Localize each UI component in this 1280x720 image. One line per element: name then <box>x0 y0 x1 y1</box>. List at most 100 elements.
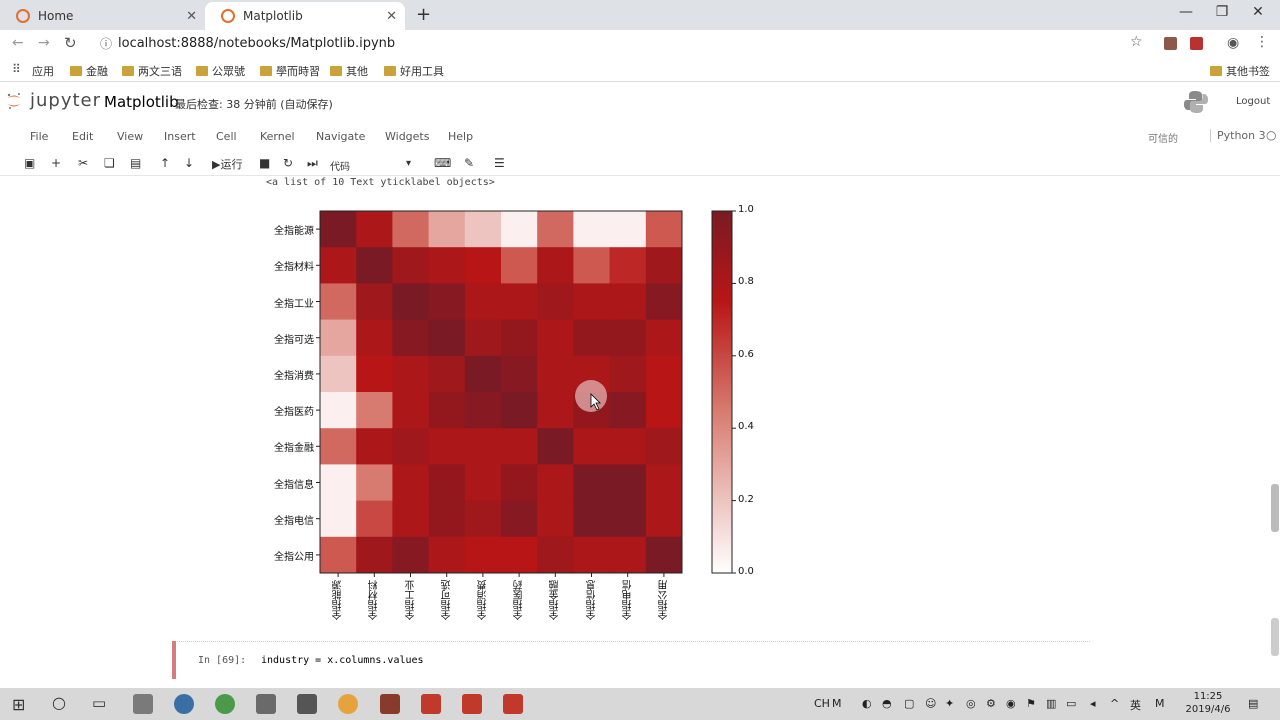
minimize-icon[interactable]: — <box>1179 4 1193 20</box>
edge-browser-icon[interactable] <box>174 694 194 714</box>
reload-icon[interactable]: ↻ <box>64 34 77 52</box>
bookmark-folder[interactable]: 好用工具 <box>384 63 444 79</box>
file-explorer-icon[interactable] <box>133 694 153 714</box>
tray-icon[interactable]: ▢ <box>904 697 915 710</box>
close-icon[interactable]: ✕ <box>386 8 397 24</box>
menu-icon[interactable]: ⋮ <box>1255 34 1269 50</box>
search-icon[interactable]: ○ <box>52 693 66 712</box>
profile-icon[interactable]: ◉ <box>1227 35 1240 51</box>
bookmark-apps[interactable]: 应用 <box>32 65 54 78</box>
move-up-icon[interactable]: ↑ <box>160 156 171 170</box>
apps-icon[interactable]: ⠿ <box>12 62 21 76</box>
menu-help[interactable]: Help <box>448 130 474 143</box>
menu-cell[interactable]: Cell <box>216 130 237 143</box>
folder-icon <box>196 66 208 76</box>
menu-insert[interactable]: Insert <box>164 130 196 143</box>
move-down-icon[interactable]: ↓ <box>184 156 195 170</box>
heatmap-cell <box>501 247 538 284</box>
trusted-indicator[interactable]: 可信的 <box>1148 134 1178 145</box>
ime-indicator[interactable]: CH <box>814 697 830 710</box>
forward-icon[interactable]: → <box>38 35 50 51</box>
logout-button[interactable]: Logout <box>1236 96 1271 107</box>
app-icon[interactable] <box>256 694 276 714</box>
notebook-title[interactable]: Matplotlib <box>104 93 179 111</box>
cell-code[interactable]: industry = x.columns.values <box>261 655 424 666</box>
extension-icon[interactable] <box>1164 37 1177 50</box>
jupyter-logo[interactable]: jupyter <box>6 90 101 111</box>
window-close-icon[interactable]: ✕ <box>1252 4 1264 20</box>
cell-type-select[interactable]: 代码 ▾ <box>330 158 414 173</box>
star-icon[interactable]: ☆ <box>1130 34 1143 50</box>
language-indicator[interactable]: 英 <box>1130 699 1141 712</box>
folder-icon <box>384 66 396 76</box>
volume-icon[interactable]: ◂ <box>1090 697 1096 710</box>
menu-edit[interactable]: Edit <box>72 130 94 143</box>
ime-icon[interactable]: M <box>1155 697 1165 710</box>
heatmap-cell <box>392 464 430 502</box>
heatmap-cell <box>356 500 393 538</box>
tab-home[interactable]: Home ✕ <box>0 2 205 30</box>
chrome-icon[interactable] <box>338 694 358 714</box>
task-view-icon[interactable]: ▭ <box>92 694 107 712</box>
url-input[interactable]: ⓘ localhost:8888/notebooks/Matplotlib.ip… <box>96 32 1156 56</box>
bookmark-folder[interactable]: 公眾號 <box>196 63 245 79</box>
pdf-extension-icon[interactable] <box>1190 37 1203 50</box>
menu-navigate[interactable]: Navigate <box>316 130 366 143</box>
heatmap-cell <box>501 319 538 357</box>
tray-icon[interactable]: ⚑ <box>1026 697 1036 710</box>
menu-file[interactable]: File <box>30 130 49 143</box>
run-button[interactable]: ▶运行 <box>212 158 243 171</box>
scrollbar-thumb-secondary[interactable] <box>1271 618 1279 656</box>
list-icon[interactable]: ☰ <box>494 156 505 170</box>
system-clock[interactable]: 11:25 2019/4/6 <box>1180 690 1236 716</box>
restart-icon[interactable]: ↻ <box>283 156 294 170</box>
wps-icon[interactable] <box>462 694 482 714</box>
tray-icon[interactable]: ✦ <box>945 697 955 710</box>
app-icon[interactable] <box>380 694 400 714</box>
new-tab-button[interactable]: + <box>416 4 432 25</box>
bookmark-folder[interactable]: 學而時習 <box>260 63 320 79</box>
bookmark-folder[interactable]: 其他 <box>330 63 368 79</box>
tray-icon[interactable]: ◐ <box>862 697 872 710</box>
notifications-icon[interactable]: ▤ <box>1248 697 1259 710</box>
wechat-icon[interactable] <box>215 694 235 714</box>
save-icon[interactable]: ▣ <box>24 156 36 170</box>
keyboard-icon[interactable]: ⌨ <box>434 156 452 170</box>
menu-kernel[interactable]: Kernel <box>260 130 295 143</box>
bookmark-folder[interactable]: 金融 <box>70 63 108 79</box>
tray-icon[interactable]: ◓ <box>882 697 892 710</box>
tray-icon[interactable]: ⚙ <box>986 697 996 710</box>
insert-cell-icon[interactable]: + <box>51 156 62 170</box>
interrupt-icon[interactable]: ■ <box>259 156 271 170</box>
tray-icon[interactable]: ◎ <box>966 697 976 710</box>
copy-icon[interactable]: ❏ <box>104 156 115 170</box>
menu-widgets[interactable]: Widgets <box>385 130 430 143</box>
heatmap-cell <box>392 247 430 284</box>
x-tick-label: 全指金融 <box>550 580 562 620</box>
code-cell[interactable] <box>172 641 1090 679</box>
close-icon[interactable]: ✕ <box>186 8 197 24</box>
terminal-icon[interactable] <box>297 694 317 714</box>
chevron-up-icon[interactable]: ^ <box>1110 697 1120 710</box>
cut-icon[interactable]: ✂ <box>78 156 89 170</box>
heatmap-cell <box>609 392 647 429</box>
ime-mode-icon[interactable]: M <box>832 697 842 710</box>
heatmap-cell <box>428 283 466 321</box>
tray-icon[interactable]: ☺ <box>925 697 937 710</box>
powerpoint-icon[interactable] <box>421 694 441 714</box>
menu-view[interactable]: View <box>117 130 144 143</box>
other-bookmarks[interactable]: 其他书签 <box>1210 63 1270 79</box>
bookmark-folder[interactable]: 两文三语 <box>122 63 182 79</box>
maximize-icon[interactable]: ❐ <box>1215 4 1229 20</box>
back-icon[interactable]: ← <box>12 35 24 51</box>
paste-icon[interactable]: ▤ <box>130 156 142 170</box>
wps-icon[interactable] <box>503 694 523 714</box>
scrollbar-thumb[interactable] <box>1271 484 1279 532</box>
windows-start-icon[interactable]: ⊞ <box>12 695 26 714</box>
network-icon[interactable]: ▥ <box>1046 697 1057 710</box>
tray-icon[interactable]: ◉ <box>1006 697 1016 710</box>
battery-icon[interactable]: ▭ <box>1066 697 1077 710</box>
command-palette-icon[interactable]: ✎ <box>464 156 475 170</box>
restart-run-all-icon[interactable]: ⏭ <box>307 156 318 170</box>
tab-matplotlib[interactable]: Matplotlib ✕ <box>205 2 405 30</box>
